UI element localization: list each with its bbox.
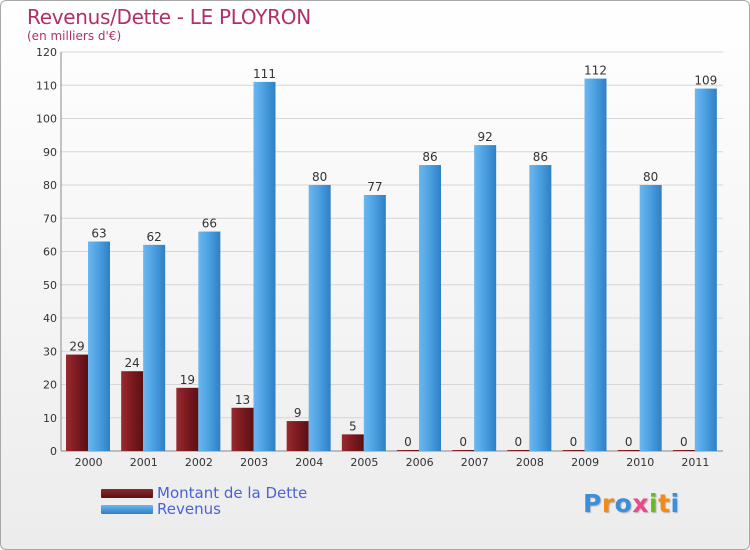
y-tick-label: 90: [43, 146, 57, 159]
revenue-value-label: 80: [312, 170, 327, 184]
debt-value-label: 24: [125, 356, 140, 370]
debt-value-label: 0: [404, 435, 412, 449]
revenue-value-label: 112: [584, 64, 607, 78]
y-tick-label: 0: [50, 445, 57, 458]
revenue-bar: [419, 165, 441, 452]
revenue-bar: [584, 78, 607, 451]
x-tick-label: 2011: [681, 456, 709, 469]
debt-value-label: 13: [235, 393, 250, 407]
revenue-value-label: 109: [694, 74, 717, 88]
legend-swatch-debt: [101, 489, 153, 498]
y-tick-label: 20: [43, 379, 57, 392]
y-tick-label: 70: [43, 212, 57, 225]
revenue-value-label: 86: [533, 150, 548, 164]
debt-bar: [341, 434, 364, 451]
x-tick-label: 2008: [516, 456, 544, 469]
revenue-bar: [308, 185, 331, 451]
proxiti-logo: Proxiti: [583, 489, 680, 518]
legend-label-revenue: Revenus: [157, 500, 221, 518]
y-tick-label: 60: [43, 246, 57, 259]
revenue-value-label: 86: [422, 150, 437, 164]
debt-bar: [286, 421, 309, 451]
y-tick-label: 10: [43, 412, 57, 425]
logo-letter: P: [583, 489, 602, 518]
y-tick-label: 110: [36, 79, 57, 92]
debt-value-label: 0: [570, 435, 578, 449]
debt-bar: [397, 450, 419, 451]
x-tick-label: 2005: [350, 456, 378, 469]
debt-value-label: 5: [349, 419, 357, 433]
y-tick-label: 50: [43, 279, 57, 292]
x-tick-label: 2001: [130, 456, 158, 469]
debt-value-label: 19: [180, 373, 195, 387]
revenue-value-label: 111: [253, 67, 276, 81]
y-tick-label: 100: [36, 113, 57, 126]
revenue-value-label: 62: [147, 230, 162, 244]
debt-value-label: 0: [459, 435, 467, 449]
x-tick-label: 2007: [461, 456, 489, 469]
legend-label-debt: Montant de la Dette: [157, 484, 308, 502]
revenue-value-label: 66: [202, 217, 217, 231]
revenue-bar: [253, 81, 276, 452]
revenue-bar: [474, 145, 497, 451]
revenue-bar: [639, 185, 662, 451]
y-tick-label: 80: [43, 179, 57, 192]
x-tick-label: 2003: [240, 456, 268, 469]
revenue-value-label: 63: [91, 227, 106, 241]
revenue-value-label: 92: [478, 130, 493, 144]
revenue-value-label: 80: [643, 170, 658, 184]
revenue-bar: [529, 165, 552, 452]
chart-subtitle: (en milliers d'€): [27, 29, 122, 43]
x-tick-label: 2009: [571, 456, 599, 469]
debt-bar: [507, 450, 530, 451]
logo-letter: o: [614, 489, 633, 518]
x-tick-label: 2006: [406, 456, 434, 469]
debt-value-label: 9: [294, 406, 302, 420]
debt-bar: [176, 387, 199, 451]
revenue-bar: [363, 194, 386, 451]
x-tick-label: 2000: [75, 456, 103, 469]
revenue-bar: [198, 231, 221, 451]
debt-bar: [231, 407, 254, 451]
debt-bar: [121, 371, 144, 451]
revenue-bar: [143, 244, 166, 451]
debt-bar: [452, 450, 475, 451]
y-tick-label: 30: [43, 345, 57, 358]
debt-value-label: 29: [69, 340, 84, 354]
revenue-bar: [694, 88, 717, 451]
logo-letter: r: [601, 489, 615, 518]
chart-title: Revenus/Dette - LE PLOYRON: [27, 5, 311, 29]
logo-letter: t: [658, 489, 671, 518]
x-tick-label: 2004: [295, 456, 323, 469]
debt-value-label: 0: [515, 435, 523, 449]
x-tick-label: 2002: [185, 456, 213, 469]
debt-value-label: 0: [625, 435, 633, 449]
debt-bar: [617, 450, 640, 451]
x-tick-label: 2010: [626, 456, 654, 469]
debt-bar: [562, 450, 585, 451]
legend-swatch-revenue: [101, 505, 153, 514]
logo-letter: x: [632, 489, 649, 518]
revenue-bar: [88, 241, 110, 451]
logo-letter: i: [649, 489, 659, 518]
debt-value-label: 0: [680, 435, 688, 449]
y-tick-label: 40: [43, 312, 57, 325]
y-tick-label: 120: [36, 46, 57, 59]
revenue-value-label: 77: [367, 180, 382, 194]
debt-bar: [66, 354, 88, 451]
logo-letter: i: [670, 489, 680, 518]
debt-bar: [672, 450, 695, 451]
